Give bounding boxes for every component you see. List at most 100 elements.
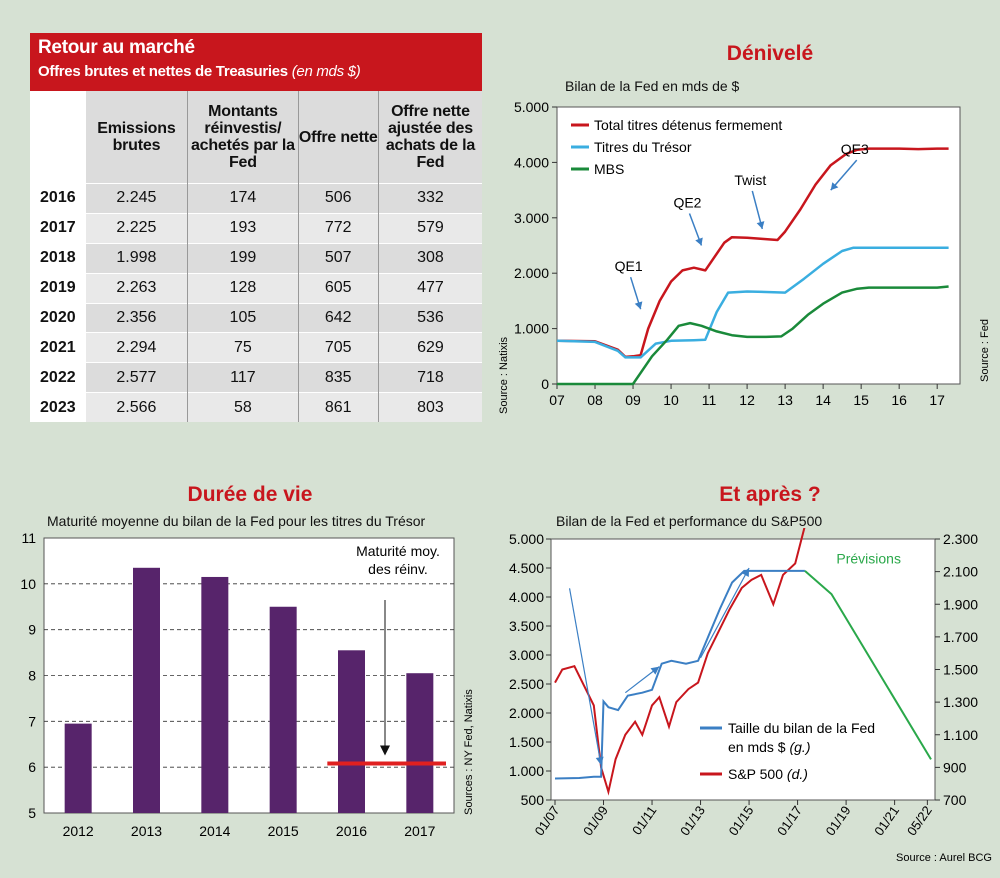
chart1-title: Dénivelé [726,42,814,65]
chart1-svg: 0 1.000 2.000 3.000 4.000 5.000 07 08 09 10 11 12 13… [498,99,991,414]
chart1-xtick-label: 13 [777,392,793,408]
chart1-annotation: Twist [734,172,766,188]
chart1-xtick-label: 09 [625,392,641,408]
chart1-xtick-label: 14 [815,392,831,408]
chart3-arrowhead [650,666,660,675]
chart3-legend-label: en mds $ (g.) [728,739,810,755]
table-year-cell: 2022 [30,362,86,393]
chart1-xtick-label: 10 [663,392,679,408]
chart3-plot-area [550,538,936,801]
chart2-reference-label: Maturité moy. [356,543,440,559]
chart1-xtick-label: 15 [853,392,869,408]
chart2-ytick-label: 9 [28,622,36,638]
chart3-xtick-label: 05/22 [904,803,935,838]
chart1-legend-label: Total titres détenus fermement [594,117,782,133]
table-row: 2021 2.294 75 705 629 [30,332,482,363]
chart1-xtick-label: 08 [587,392,603,408]
chart2-ytick-label: 6 [28,759,36,775]
table-header-cell: Emissions brutes [85,91,188,184]
table-header-cell: Montants réinvestis/ achetés par la Fed [187,91,299,184]
chart3-forecast-line [804,570,932,760]
table-row: 2018 1.998 199 507 308 [30,242,482,274]
chart3-yleft-tick-label: 2.500 [509,676,544,692]
chart2-source: Sources : NY Fed, Natixis [463,689,475,815]
chart3-forecast-label: Prévisions [836,550,901,566]
chart3-legend-label: S&P 500 (d.) [728,766,808,782]
chart3-xtick-label: 01/17 [774,803,805,838]
chart3-yleft-tick-label: 2.000 [509,705,544,721]
chart3-xtick-label: 01/09 [580,803,611,838]
chart2-xtick-label: 2016 [336,823,367,839]
table-row: 2023 2.566 58 861 803 [30,392,482,423]
chart3-yright-tick-label: 1.500 [943,662,978,678]
table-cell: 835 [297,362,379,393]
chart3-yleft-tick-label: 3.500 [509,618,544,634]
chart2-bar [64,723,92,813]
chart1-ytick-label: 0 [541,376,549,392]
chart2-ytick-label: 5 [28,805,36,821]
table-body: 2016 2.245 174 506 332 2017 2.225 193 772 579 2018… [30,183,482,423]
table-cell: 174 [187,183,299,214]
table-cell: 332 [377,183,482,214]
chart2-title: Durée de vie [187,483,313,506]
chart3-yleft-tick-label: 1.000 [509,763,544,779]
chart3-yleft-tick-label: 5.000 [509,531,544,547]
table-cell: 2.566 [85,392,188,423]
table-cell: 536 [377,302,482,333]
chart1-xtick-label: 11 [702,392,717,408]
table-year-cell: 2021 [30,332,86,363]
chart2-bar [269,606,297,813]
treasury-table: Retour au marché Offres brutes et nettes… [30,33,482,423]
table-cell: 128 [187,272,299,304]
table-header-band: Retour au marché Offres brutes et nettes… [30,33,482,91]
chart2-ytick-label: 8 [28,668,36,684]
chart1-arrowhead [695,237,703,246]
table-cell: 2.577 [85,362,188,393]
chart3-xtick-label: 01/07 [532,803,563,838]
table-subtitle-text: Offres brutes et nettes de Treasuries [38,63,288,80]
chart3-fed-line [554,569,805,780]
chart2-xtick-label: 2014 [199,823,230,839]
table-cell: 2.225 [85,212,188,244]
chart3-yright-tick-label: 900 [943,759,967,775]
chart3-subtitle: Bilan de la Fed et performance du S&P500 [556,513,823,529]
table-row: 2017 2.225 193 772 579 [30,212,482,244]
table-header-cell: Offre nette ajustée des achats de la Fed [377,91,482,184]
chart3-yleft-tick-label: 500 [521,792,545,808]
chart2-subtitle: Maturité moyenne du bilan de la Fed pour… [47,513,426,529]
table-year-cell: 2017 [30,212,86,244]
chart2-arrowhead [380,745,390,756]
table-cell: 705 [297,332,379,363]
table-cell: 507 [297,242,379,274]
table-year-cell: 2018 [30,242,86,274]
chart1-annotation: QE2 [673,195,701,211]
chart2-bar [406,673,434,813]
chart3-xtick-label: 01/13 [677,803,708,838]
chart1-series-line [556,147,949,359]
chart3-legend-axis-note: (g.) [789,739,810,755]
table-cell: 105 [187,302,299,333]
chart1-ytick-label: 5.000 [514,99,549,115]
chart1-ytick-label: 1.000 [514,321,549,337]
chart3-title: Et après ? [719,483,821,506]
table-cell: 58 [187,392,299,423]
chart3-trend-arrow [568,588,602,766]
chart2-xtick-label: 2012 [63,823,94,839]
chart1-legend-label: Titres du Trésor [594,139,692,155]
table-subtitle: Offres brutes et nettes de Treasuries (e… [38,63,474,80]
chart3-yright-tick-label: 1.900 [943,596,978,612]
table-year-cell: 2020 [30,302,86,333]
chart2-bar [201,576,229,813]
chart2-bar [133,567,160,813]
table-year-cell: 2016 [30,183,86,214]
table-header-cell: Offre nette [297,91,379,184]
table-cell: 642 [297,302,379,333]
table-cell: 1.998 [85,242,188,274]
chart1-arrowhead [830,182,839,191]
chart1-annotation: QE1 [615,258,643,274]
chart1-xtick-label: 17 [929,392,945,408]
table-year-cell: 2023 [30,392,86,423]
chart1-source-right: Source : Fed [979,319,991,382]
chart2-reference-label: des réinv. [368,561,428,577]
table-cell: 75 [187,332,299,363]
